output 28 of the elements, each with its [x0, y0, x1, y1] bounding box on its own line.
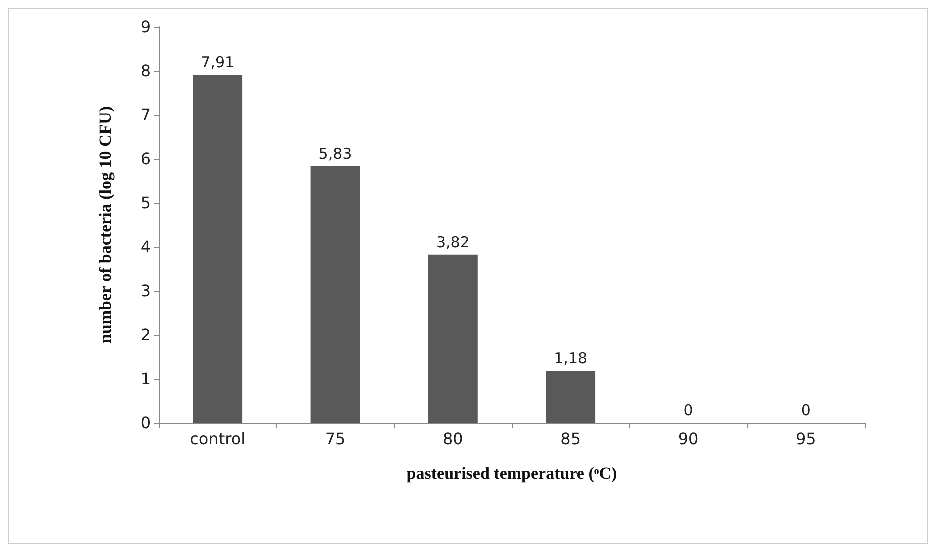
y-tick-label: 2 — [140, 326, 151, 344]
x-tick-label: control — [190, 430, 246, 448]
bar — [310, 166, 360, 423]
y-tick-label: 7 — [140, 106, 151, 124]
data-label: 5,83 — [318, 144, 352, 163]
data-label: 7,91 — [201, 53, 235, 72]
y-tick-label: 6 — [140, 150, 151, 168]
x-tick-label: 80 — [442, 430, 464, 448]
x-axis-title: pasteurised temperature (ᵒC) — [406, 464, 618, 483]
data-label: 3,82 — [436, 233, 470, 252]
bar — [193, 74, 243, 423]
x-tick-label: 90 — [678, 430, 699, 448]
y-tick-label: 4 — [140, 238, 151, 256]
y-axis-title: number of bacteria (log 10 CFU) — [96, 106, 115, 344]
y-tick-label: 3 — [140, 282, 151, 300]
x-tick-label: 95 — [796, 430, 816, 448]
y-tick-label: 8 — [140, 62, 151, 80]
x-tick-label: 75 — [325, 430, 346, 448]
y-tick-label: 0 — [140, 414, 151, 432]
y-tick-label: 5 — [140, 194, 151, 212]
bar — [546, 371, 596, 423]
data-label: 0 — [801, 402, 811, 420]
x-tick-label: 85 — [560, 430, 582, 448]
y-tick-label: 9 — [140, 18, 151, 36]
y-tick-label: 1 — [140, 370, 151, 388]
bar — [428, 254, 478, 423]
data-label: 0 — [684, 402, 694, 420]
data-label: 1,18 — [554, 350, 588, 368]
